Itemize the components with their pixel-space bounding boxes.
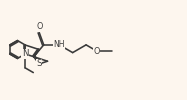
Text: O: O: [36, 22, 42, 31]
Text: N: N: [22, 50, 28, 58]
Text: O: O: [94, 47, 100, 56]
Text: S: S: [36, 60, 42, 68]
Text: NH: NH: [53, 40, 65, 49]
